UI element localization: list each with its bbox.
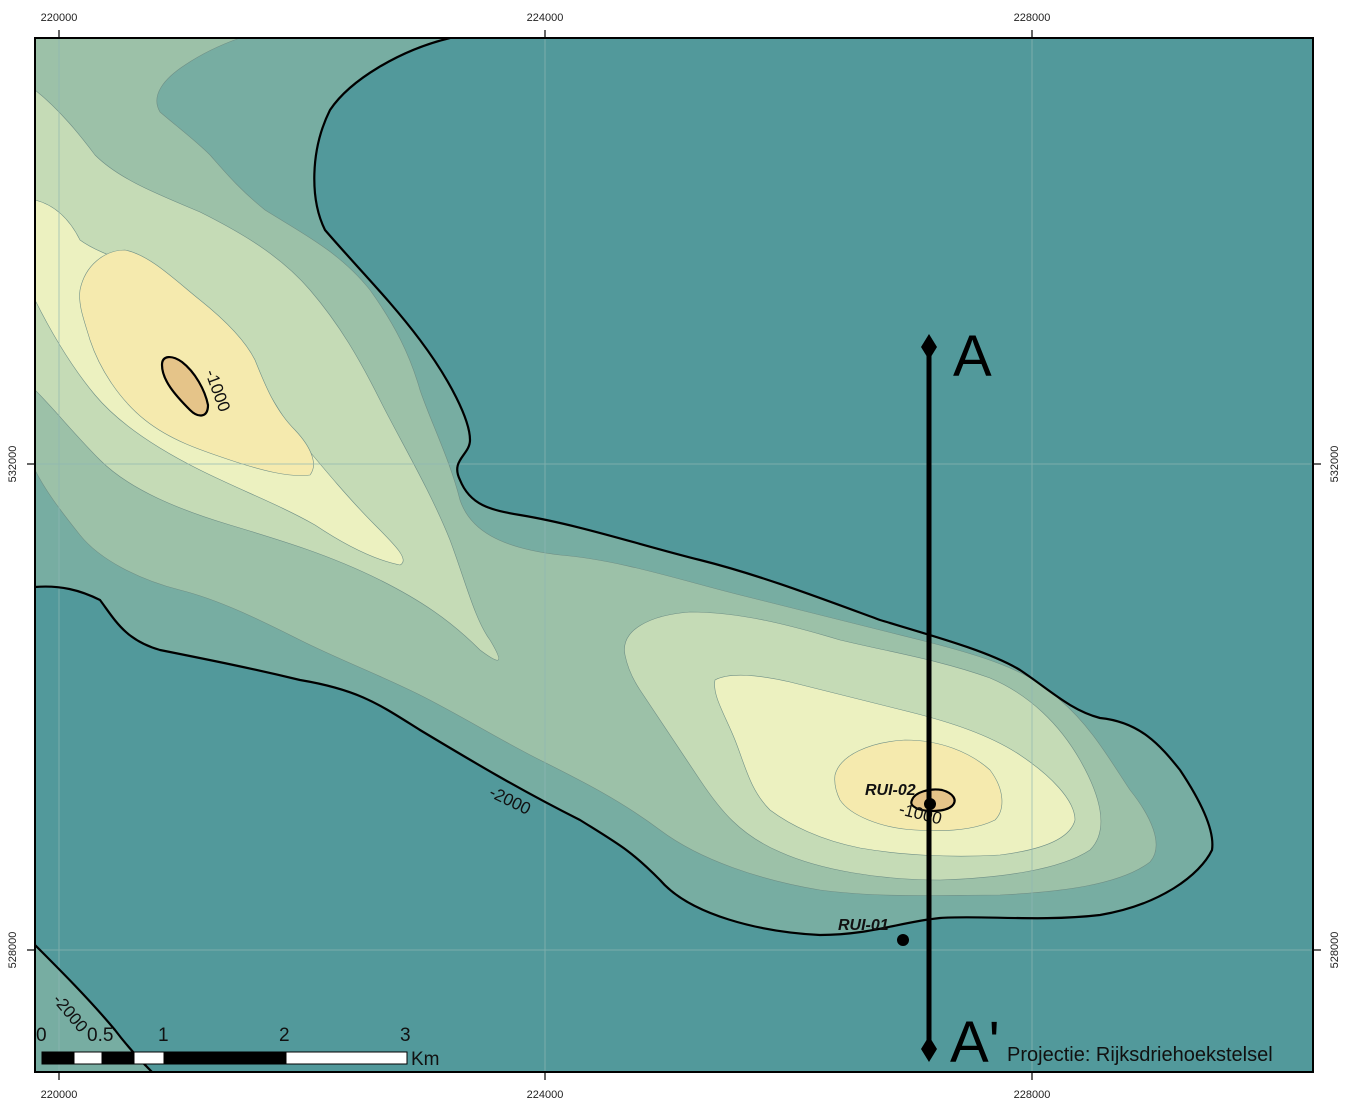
map-frame: [34, 37, 1314, 1073]
depth-band-5: [79, 249, 314, 476]
well-label-rui-01: RUI-01: [838, 917, 889, 934]
scale-label-0: 0: [36, 1025, 47, 1046]
map-area[interactable]: -1000 -1000 -2000 -2000 A A' RUI-02 RUI-…: [35, 38, 1313, 1075]
x-tick-top-228000: 228000: [1014, 12, 1051, 24]
scale-label-3: 3: [400, 1025, 411, 1046]
y-tick-left-528000: 528000: [7, 932, 19, 969]
section-label-end: A': [950, 1010, 1000, 1075]
scale-label-1: 1: [158, 1025, 169, 1046]
y-tick-right-532000: 532000: [1329, 446, 1341, 483]
x-tick-bottom-228000: 228000: [1014, 1089, 1051, 1101]
scale-bar: 0 0.5 1 2 3 Km: [36, 1025, 440, 1070]
y-tick-left-532000: 532000: [7, 446, 19, 483]
x-tick-top-224000: 224000: [527, 12, 564, 24]
section-marker-top: [921, 334, 937, 360]
x-tick-bottom-220000: 220000: [41, 1089, 78, 1101]
well-rui-02[interactable]: RUI-02: [865, 782, 936, 810]
scale-label-0-5: 0.5: [87, 1025, 113, 1046]
x-tick-bottom-224000: 224000: [527, 1089, 564, 1101]
well-label-rui-02: RUI-02: [865, 782, 916, 799]
section-label-start: A: [953, 324, 992, 389]
frame-ticks: [27, 30, 1321, 1080]
grid-lines: [35, 38, 1313, 1072]
section-marker-bottom: [921, 1036, 937, 1062]
contour-minus-2000-north: [35, 38, 1214, 937]
scale-label-2: 2: [279, 1025, 290, 1046]
y-tick-right-528000: 528000: [1329, 932, 1341, 969]
contour-minus-1000-west: [160, 356, 210, 417]
cross-section-line[interactable]: [921, 334, 937, 1062]
projection-label: Projectie: Rijksdriehoekstelsel: [1007, 1044, 1273, 1066]
x-tick-top-220000: 220000: [41, 12, 78, 24]
well-rui-01[interactable]: RUI-01: [838, 917, 909, 946]
depth-band-3: [35, 89, 499, 661]
depth-band-5-east: [834, 739, 1003, 831]
scale-unit: Km: [411, 1049, 440, 1070]
